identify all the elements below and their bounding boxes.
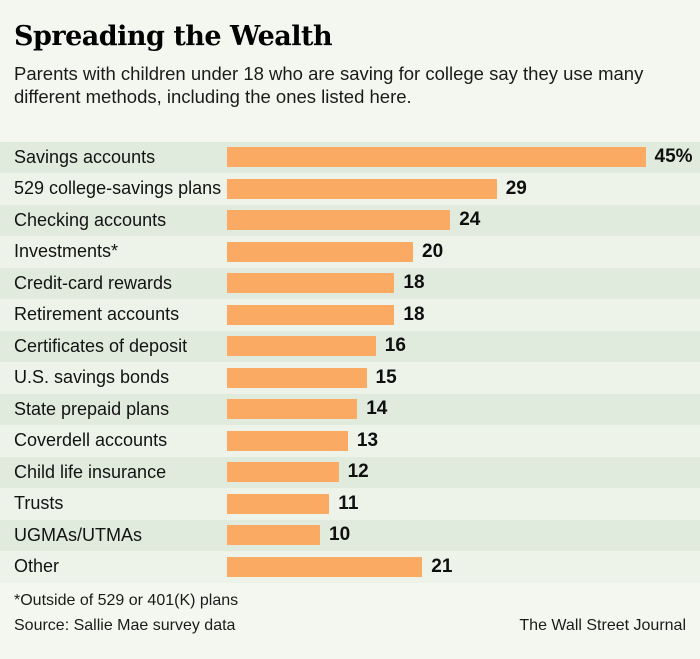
value-label: 13 — [356, 429, 379, 451]
value-label: 18 — [403, 272, 425, 294]
row-label: Coverdell accounts — [14, 430, 168, 451]
chart-row: Child life insurance 12 — [0, 456, 700, 489]
bar — [227, 210, 451, 231]
row-label: Child life insurance — [14, 461, 167, 482]
chart-row: Savings accounts 45% — [0, 141, 700, 174]
value-label: 11 — [338, 492, 359, 514]
row-label: Checking accounts — [14, 209, 167, 230]
footnote: *Outside of 529 or 401(K) plans — [14, 591, 239, 609]
source-row: Source: Sallie Mae survey data The Wall … — [14, 617, 686, 635]
bar — [227, 399, 358, 420]
value-label: 16 — [384, 335, 406, 357]
bar — [227, 430, 348, 451]
bar — [227, 273, 395, 294]
chart-row: Checking accounts 24 — [0, 204, 700, 237]
chart-row: 529 college-savings plans 29 — [0, 173, 700, 205]
chart-row: Investments* 20 — [0, 236, 700, 268]
value-label: 29 — [505, 177, 527, 199]
bar — [227, 147, 646, 168]
row-label: Retirement accounts — [14, 304, 180, 325]
row-label: State prepaid plans — [14, 398, 170, 419]
row-label: Certificates of deposit — [14, 335, 188, 356]
value-label: 45% — [654, 146, 693, 168]
row-label: UGMAs/UTMAs — [14, 524, 142, 545]
bar — [227, 493, 330, 514]
bar — [227, 367, 367, 388]
bar — [227, 462, 339, 483]
chart-subtitle: Parents with children under 18 who are s… — [14, 62, 644, 108]
bar-chart: Savings accounts 45% 529 college-savings p… — [0, 141, 700, 583]
bar — [227, 525, 320, 546]
chart-row: Other 21 — [0, 551, 700, 583]
source-text: Source: Sallie Mae survey data — [14, 616, 236, 634]
credit-text: The Wall Street Journal — [519, 616, 686, 634]
row-label: Other — [14, 556, 60, 577]
value-label: 21 — [431, 555, 453, 577]
chart-row: UGMAs/UTMAs 10 — [0, 519, 700, 552]
chart-row: U.S. savings bonds 15 — [0, 362, 700, 394]
row-label: 529 college-savings plans — [14, 178, 222, 199]
value-label: 10 — [329, 524, 351, 546]
bar — [227, 556, 423, 577]
chart-row: State prepaid plans 14 — [0, 393, 700, 426]
row-label: Savings accounts — [14, 146, 156, 167]
chart-row: Trusts 11 — [0, 488, 700, 520]
row-label: U.S. savings bonds — [14, 367, 170, 388]
value-label: 18 — [403, 303, 425, 325]
chart-row: Certificates of deposit 16 — [0, 330, 700, 363]
value-label: 20 — [422, 240, 444, 262]
value-label: 12 — [347, 461, 369, 483]
bar — [227, 336, 376, 357]
bar — [227, 304, 395, 325]
row-label: Credit-card rewards — [14, 272, 173, 293]
value-label: 24 — [459, 209, 481, 231]
value-label: 14 — [366, 398, 388, 420]
bar — [227, 178, 497, 199]
chart-row: Retirement accounts 18 — [0, 299, 700, 331]
row-label: Trusts — [14, 493, 64, 514]
value-label: 15 — [375, 366, 397, 388]
bar — [227, 241, 413, 262]
chart-row: Coverdell accounts 13 — [0, 425, 700, 457]
chart-title: Spreading the Wealth — [14, 21, 333, 52]
chart-header: Spreading the Wealth Parents with childr… — [0, 22, 700, 109]
chart-row: Credit-card rewards 18 — [0, 267, 700, 300]
row-label: Investments* — [14, 241, 119, 262]
